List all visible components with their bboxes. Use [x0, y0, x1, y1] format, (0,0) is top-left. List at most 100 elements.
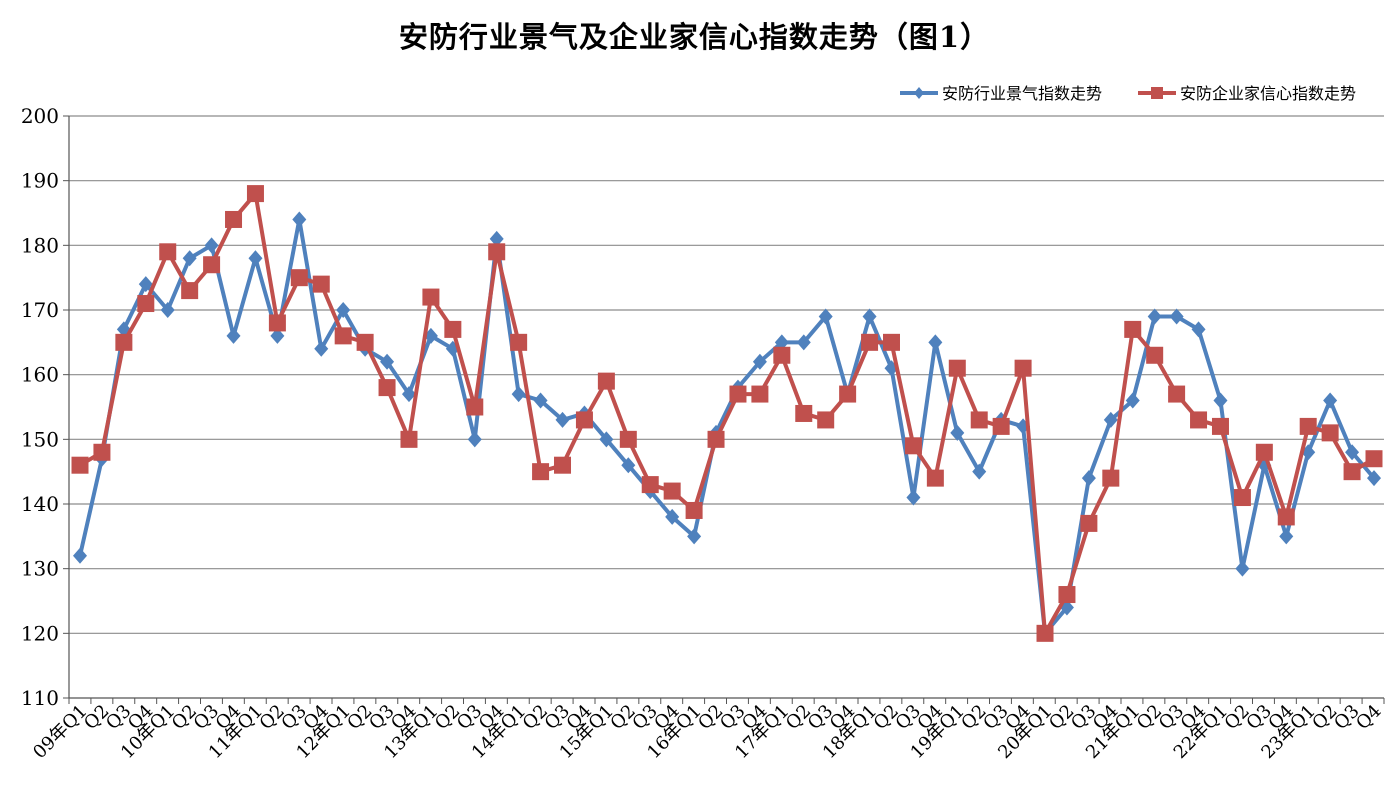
y-tick-label: 150	[21, 427, 59, 451]
data-point	[972, 463, 987, 480]
data-point	[268, 314, 286, 332]
data-point	[1102, 469, 1120, 487]
legend-item-2: 安防企业家信心指数走势	[1138, 84, 1356, 103]
data-point	[1279, 528, 1294, 545]
data-point	[489, 230, 504, 247]
data-point	[532, 463, 550, 481]
data-point	[1213, 392, 1228, 409]
data-point	[619, 430, 637, 448]
legend: 安防行业景气指数走势 安防企业家信心指数走势	[900, 84, 1356, 103]
data-point	[1058, 586, 1076, 604]
data-point	[466, 398, 484, 416]
data-point	[1036, 624, 1054, 642]
data-point	[314, 340, 329, 357]
y-tick-label: 190	[21, 169, 59, 193]
data-point	[599, 431, 614, 448]
data-point	[904, 437, 922, 455]
data-point	[685, 501, 703, 519]
data-point	[992, 417, 1010, 435]
data-point	[1168, 385, 1186, 403]
y-tick-label: 200	[21, 104, 59, 128]
data-point	[400, 430, 418, 448]
data-point	[1014, 359, 1032, 377]
data-point	[380, 353, 395, 370]
data-point	[862, 308, 877, 325]
series-2	[71, 185, 1383, 642]
data-point	[160, 302, 175, 318]
data-point	[467, 431, 482, 448]
data-point	[839, 385, 857, 403]
data-point	[928, 334, 943, 351]
data-point	[225, 210, 243, 228]
data-point	[1235, 560, 1250, 577]
data-point	[378, 379, 396, 397]
data-point	[1103, 411, 1118, 428]
data-point	[861, 333, 879, 351]
data-point	[818, 308, 833, 325]
data-point	[159, 243, 177, 261]
data-point	[401, 386, 416, 403]
data-point	[488, 243, 506, 261]
data-point	[555, 411, 570, 428]
data-point	[246, 185, 264, 203]
x-tick-label: Q4	[1352, 701, 1385, 734]
legend-item-1: 安防行业景气指数走势	[900, 84, 1102, 103]
grid-layer	[69, 115, 1384, 699]
data-point	[1345, 444, 1360, 461]
y-tick-label: 160	[21, 363, 59, 387]
series-line	[78, 217, 1376, 636]
data-point	[641, 476, 659, 494]
data-point	[1233, 489, 1251, 507]
data-point	[687, 528, 702, 545]
data-point	[882, 333, 900, 351]
data-point	[707, 430, 725, 448]
data-point	[817, 411, 835, 429]
data-point	[729, 385, 747, 403]
data-point	[597, 372, 615, 390]
y-tick-label: 140	[21, 492, 59, 516]
data-point	[1323, 392, 1338, 409]
legend-label: 安防行业景气指数走势	[942, 84, 1102, 103]
series-line	[78, 191, 1376, 636]
legend-marker	[1151, 87, 1163, 99]
data-point	[926, 469, 944, 487]
data-point	[1365, 450, 1383, 468]
data-point	[1124, 320, 1142, 338]
data-point	[1191, 321, 1206, 338]
data-point	[1299, 417, 1317, 435]
data-point	[290, 269, 308, 287]
data-point	[665, 508, 680, 525]
data-point	[774, 334, 789, 351]
y-tick-label: 110	[21, 686, 59, 710]
x-tick-label: 09年Q1	[29, 701, 91, 763]
data-point	[950, 424, 965, 441]
data-point	[292, 211, 307, 228]
data-point	[510, 333, 528, 351]
data-point	[1190, 411, 1208, 429]
data-point	[1125, 392, 1140, 409]
data-point	[312, 275, 330, 293]
data-point	[270, 327, 285, 344]
data-point	[1081, 470, 1096, 487]
legend-marker	[914, 87, 924, 99]
data-point	[138, 276, 153, 293]
data-point	[1321, 424, 1339, 442]
data-point	[73, 547, 87, 564]
data-point	[334, 327, 352, 345]
legend-label: 安防企业家信心指数走势	[1180, 84, 1356, 103]
data-point	[1080, 514, 1098, 532]
data-point	[795, 404, 813, 422]
axis-layer: 11012013014015016017018019020009年Q1Q2Q3Q…	[21, 104, 1386, 763]
data-point	[554, 456, 572, 474]
data-point	[751, 385, 769, 403]
data-point	[796, 334, 811, 351]
data-point	[773, 346, 791, 364]
data-point	[204, 237, 219, 254]
data-point	[93, 443, 111, 461]
data-point	[422, 288, 440, 306]
y-tick-label: 170	[21, 298, 59, 322]
data-point	[203, 256, 221, 274]
data-point	[533, 392, 548, 409]
data-point	[226, 327, 241, 344]
